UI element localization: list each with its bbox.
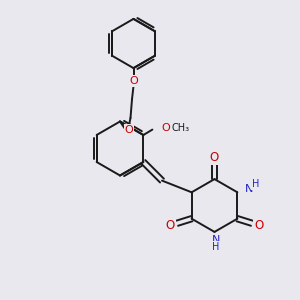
Text: N: N xyxy=(244,184,253,194)
Text: N: N xyxy=(212,235,220,245)
Text: O: O xyxy=(166,219,175,232)
Text: O: O xyxy=(210,151,219,164)
Text: CH₃: CH₃ xyxy=(172,123,190,133)
Text: H: H xyxy=(212,242,220,252)
Text: O: O xyxy=(129,76,138,86)
Text: O: O xyxy=(161,123,170,133)
Text: O: O xyxy=(254,219,263,232)
Text: O: O xyxy=(124,125,134,135)
Text: H: H xyxy=(252,179,259,189)
